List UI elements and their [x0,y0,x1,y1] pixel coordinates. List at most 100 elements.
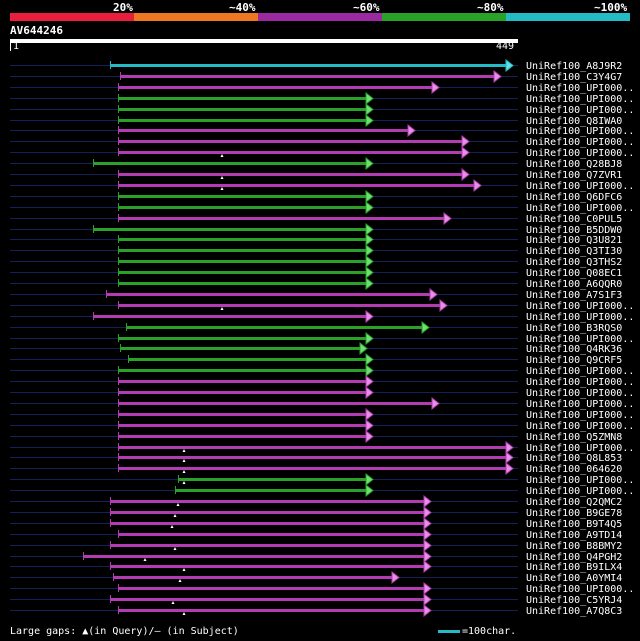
hit-label[interactable]: UniRef100_Q8L853 [526,453,622,464]
hit-label[interactable]: UniRef100_UPI000.. [526,388,634,399]
hit-label[interactable]: UniRef100_B8BMY2 [526,541,622,552]
hit-row[interactable]: UniRef100_UPI000.. [10,407,634,422]
hit-label[interactable]: UniRef100_Q5ZMN8 [526,432,622,443]
hit-row[interactable]: UniRef100_UPI000.. [10,145,634,160]
hit-row[interactable]: UniRef100_Q7ZVR1 [10,167,622,182]
hit-label[interactable]: UniRef100_UPI000.. [526,399,634,410]
hit-row[interactable]: UniRef100_B9T4Q5 [10,516,622,531]
hit-row[interactable]: UniRef100_C0PUL5 [10,211,622,226]
hit-row[interactable]: UniRef100_UPI000.. [10,298,634,313]
hit-label[interactable]: UniRef100_UPI000.. [526,181,634,192]
hit-label[interactable]: UniRef100_UPI000.. [526,377,634,388]
hit-row[interactable]: UniRef100_B3RQS0 [10,320,622,335]
hit-bar[interactable] [118,435,366,438]
hit-label[interactable]: UniRef100_UPI000.. [526,94,634,105]
hit-label[interactable]: UniRef100_B5DDW0 [526,225,622,236]
hit-row[interactable]: UniRef100_Q8L853 [10,450,622,465]
hit-bar[interactable] [118,206,366,209]
hit-row[interactable]: UniRef100_A8J9R2 [10,58,622,73]
hit-bar[interactable] [118,424,366,427]
hit-bar[interactable] [118,195,366,198]
hit-label[interactable]: UniRef100_UPI000.. [526,366,634,377]
hit-row[interactable]: UniRef100_B9GE78 [10,505,622,520]
hit-bar[interactable] [118,217,444,220]
hit-label[interactable]: UniRef100_Q2QMC2 [526,497,622,508]
hit-row[interactable]: UniRef100_Q28BJ8 [10,156,622,171]
hit-row[interactable]: UniRef100_C3Y4G7 [10,69,622,84]
hit-row[interactable]: UniRef100_UPI000.. [10,309,634,324]
hit-label[interactable]: UniRef100_UPI000.. [526,334,634,345]
hit-bar[interactable] [118,533,424,536]
hit-label[interactable]: UniRef100_UPI000.. [526,584,634,595]
hit-label[interactable]: UniRef100_Q4PGH2 [526,552,622,563]
hit-row[interactable]: UniRef100_UPI000.. [10,418,634,433]
hit-bar[interactable] [118,119,366,122]
hit-bar[interactable] [126,326,422,329]
hit-row[interactable]: UniRef100_Q08EC1 [10,265,622,280]
hit-label[interactable]: UniRef100_Q3THS2 [526,257,622,268]
hit-label[interactable]: UniRef100_UPI000.. [526,421,634,432]
hit-label[interactable]: UniRef100_UPI000.. [526,203,634,214]
hit-label[interactable]: UniRef100_UPI000.. [526,126,634,137]
hit-bar[interactable] [118,260,366,263]
hit-bar[interactable] [118,467,506,470]
hit-row[interactable]: UniRef100_UPI000.. [10,581,634,596]
hit-bar[interactable] [93,228,366,231]
hit-row[interactable]: UniRef100_C5YRJ4 [10,592,622,607]
hit-label[interactable]: UniRef100_UPI000.. [526,312,634,323]
hit-row[interactable]: UniRef100_Q8IWA0 [10,113,622,128]
hit-bar[interactable] [118,173,462,176]
hit-label[interactable]: UniRef100_064620 [526,464,622,475]
hit-row[interactable]: UniRef100_Q3TI30 [10,243,622,258]
hit-label[interactable]: UniRef100_UPI000.. [526,83,634,94]
hit-row[interactable]: UniRef100_Q2QMC2 [10,494,622,509]
hit-bar[interactable] [118,391,366,394]
hit-row[interactable]: UniRef100_A9TD14 [10,527,622,542]
hit-row[interactable]: UniRef100_UPI000.. [10,123,634,138]
hit-bar[interactable] [110,64,506,67]
hit-label[interactable]: UniRef100_Q3U821 [526,235,622,246]
hit-label[interactable]: UniRef100_A7Q8C3 [526,606,622,617]
hit-row[interactable]: UniRef100_A0YMI4 [10,570,622,585]
hit-bar[interactable] [175,489,366,492]
hit-bar[interactable] [118,337,366,340]
hit-bar[interactable] [110,565,424,568]
hit-bar[interactable] [113,576,392,579]
hit-label[interactable]: UniRef100_B9ILX4 [526,562,622,573]
hit-row[interactable]: UniRef100_Q4PGH2 [10,549,622,564]
hit-label[interactable]: UniRef100_Q08EC1 [526,268,622,279]
hit-bar[interactable] [120,75,494,78]
hit-row[interactable]: UniRef100_UPI000.. [10,472,634,487]
hit-bar[interactable] [110,500,424,503]
hit-bar[interactable] [118,413,366,416]
hit-label[interactable]: UniRef100_B9T4Q5 [526,519,622,530]
hit-bar[interactable] [118,369,366,372]
hit-bar[interactable] [118,238,366,241]
hit-row[interactable]: UniRef100_UPI000.. [10,102,634,117]
hit-bar[interactable] [118,184,474,187]
hit-row[interactable]: UniRef100_064620 [10,461,622,476]
hit-label[interactable]: UniRef100_B3RQS0 [526,323,622,334]
hit-bar[interactable] [128,358,366,361]
hit-row[interactable]: UniRef100_UPI000.. [10,363,634,378]
hit-label[interactable]: UniRef100_A9TD14 [526,530,622,541]
hit-label[interactable]: UniRef100_A6QQR0 [526,279,622,290]
hit-label[interactable]: UniRef100_Q7ZVR1 [526,170,622,181]
hit-label[interactable]: UniRef100_UPI000.. [526,486,634,497]
hit-label[interactable]: UniRef100_C3Y4G7 [526,72,622,83]
hit-label[interactable]: UniRef100_UPI000.. [526,105,634,116]
hit-row[interactable]: UniRef100_UPI000.. [10,440,634,455]
hit-row[interactable]: UniRef100_UPI000.. [10,385,634,400]
hit-label[interactable]: UniRef100_Q28BJ8 [526,159,622,170]
hit-row[interactable]: UniRef100_UPI000.. [10,374,634,389]
hit-bar[interactable] [120,347,360,350]
hit-row[interactable]: UniRef100_UPI000.. [10,178,634,193]
hit-label[interactable]: UniRef100_C5YRJ4 [526,595,622,606]
hit-bar[interactable] [118,97,366,100]
hit-bar[interactable] [106,293,430,296]
hit-label[interactable]: UniRef100_UPI000.. [526,443,634,454]
hit-bar[interactable] [178,478,366,481]
hit-row[interactable]: UniRef100_UPI000.. [10,200,634,215]
hit-row[interactable]: UniRef100_Q9CRF5 [10,352,622,367]
hit-label[interactable]: UniRef100_UPI000.. [526,475,634,486]
